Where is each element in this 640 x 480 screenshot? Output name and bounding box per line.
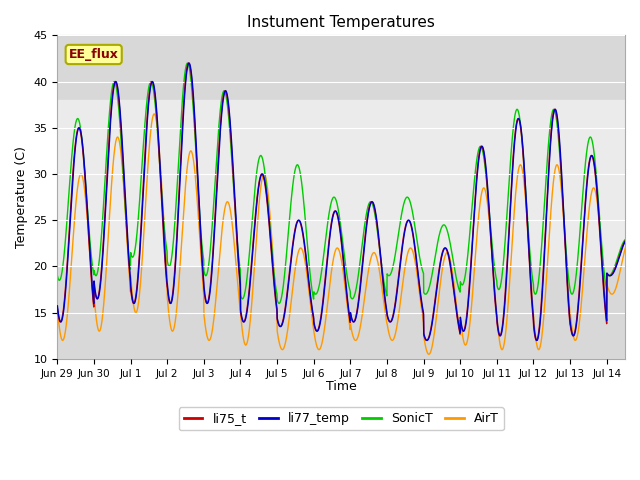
Line: AirT: AirT (58, 114, 640, 354)
AirT (425, 351, 433, 357)
li75_t (112, 79, 120, 85)
li77_temp (239, 317, 246, 323)
li77_temp (386, 319, 394, 324)
SonicT (184, 60, 191, 66)
li75_t (561, 232, 568, 238)
AirT (386, 334, 394, 340)
SonicT (275, 300, 283, 306)
li77_temp (527, 288, 535, 294)
X-axis label: Time: Time (326, 380, 356, 393)
SonicT (387, 272, 394, 277)
SonicT (239, 296, 246, 301)
li77_temp (54, 303, 61, 309)
li77_temp (423, 337, 431, 343)
li77_temp (185, 60, 193, 66)
li75_t (527, 290, 535, 296)
li75_t (239, 318, 246, 324)
SonicT (632, 252, 639, 258)
SonicT (561, 224, 568, 229)
li77_temp (561, 224, 568, 230)
AirT (527, 283, 535, 289)
Title: Instument Temperatures: Instument Temperatures (247, 15, 435, 30)
Legend: li75_t, li77_temp, SonicT, AirT: li75_t, li77_temp, SonicT, AirT (179, 407, 504, 430)
li75_t (54, 306, 61, 312)
Bar (58, 100, 625, 266)
AirT (112, 138, 120, 144)
Text: EE_flux: EE_flux (68, 48, 118, 61)
SonicT (54, 273, 61, 279)
Line: li75_t: li75_t (58, 63, 640, 340)
AirT (54, 306, 61, 312)
SonicT (112, 83, 120, 88)
AirT (150, 111, 158, 117)
AirT (632, 246, 639, 252)
SonicT (527, 266, 535, 272)
Y-axis label: Temperature (C): Temperature (C) (15, 146, 28, 248)
li77_temp (632, 248, 639, 253)
AirT (239, 330, 246, 336)
li75_t (386, 319, 394, 325)
Line: SonicT: SonicT (58, 63, 640, 303)
li77_temp (112, 79, 120, 84)
Line: li77_temp: li77_temp (58, 63, 640, 340)
AirT (561, 228, 568, 233)
li75_t (185, 60, 193, 66)
li75_t (532, 337, 540, 343)
li75_t (632, 249, 639, 254)
